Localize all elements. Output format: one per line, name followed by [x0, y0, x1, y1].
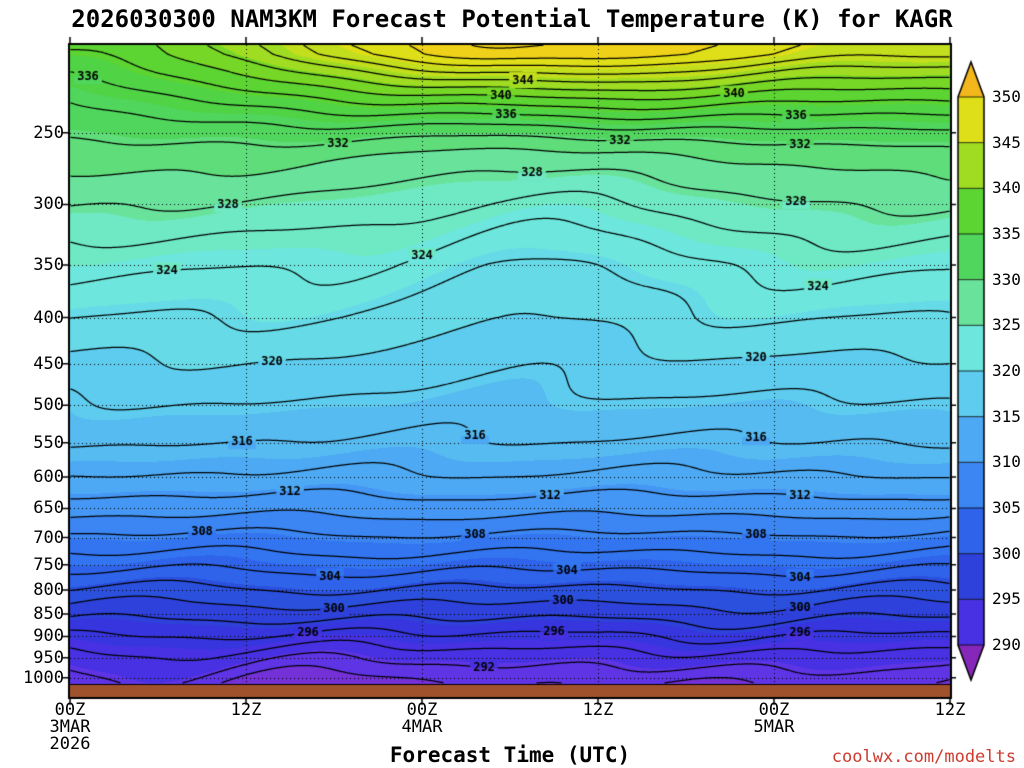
pressure-tick-label: 950 — [33, 647, 64, 668]
pressure-tick-label: 500 — [33, 395, 64, 416]
colorbar-tick-label: 340 — [992, 178, 1021, 198]
colorbar-tick-label: 310 — [992, 452, 1021, 472]
x-axis-title: Forecast Time (UTC) — [389, 743, 631, 767]
colorbar-tick-label: 315 — [992, 406, 1021, 426]
date-label: 5MAR — [753, 717, 795, 737]
colorbar-tick-label: 350 — [992, 87, 1021, 106]
colorbar-tick-label: 335 — [992, 224, 1021, 243]
pressure-tick-label: 650 — [33, 498, 64, 519]
time-tick-label: 12Z — [230, 700, 262, 720]
pressure-tick-label: 400 — [33, 307, 64, 328]
colorbar-tick-label: 345 — [992, 132, 1021, 152]
colorbar-tick-label: 295 — [992, 589, 1021, 609]
time-tick-label: 12Z — [582, 700, 614, 720]
date-label: 2026 — [49, 734, 91, 754]
pressure-tick-label: 350 — [33, 255, 64, 276]
pressure-tick-label: 550 — [33, 432, 64, 453]
pressure-tick-label: 1000 — [23, 667, 64, 688]
pressure-tick-label: 850 — [33, 603, 64, 624]
colorbar-tick-label: 330 — [992, 269, 1021, 289]
date-label: 3MAR — [49, 717, 91, 737]
colorbar-tick-label: 320 — [992, 361, 1021, 380]
pressure-tick-label: 800 — [33, 580, 64, 601]
pressure-tick-label: 900 — [33, 626, 64, 647]
colorbar-tick-label: 305 — [992, 498, 1021, 517]
chart-title: 2026030300 NAM3KM Forecast Potential Tem… — [71, 5, 953, 33]
colorbar-tick-label: 290 — [992, 635, 1021, 654]
pressure-tick-label: 250 — [33, 122, 64, 143]
pressure-tick-label: 750 — [33, 554, 64, 575]
pressure-tick-label: 450 — [33, 353, 64, 374]
date-label: 4MAR — [401, 717, 443, 737]
colorbar-tick-label: 325 — [992, 315, 1021, 335]
time-tick-label: 00Z — [54, 700, 86, 720]
time-tick-label: 12Z — [934, 700, 966, 720]
pressure-tick-label: 700 — [33, 527, 64, 548]
time-tick-label: 00Z — [758, 700, 790, 720]
pressure-tick-label: 300 — [33, 194, 64, 215]
time-tick-label: 00Z — [406, 700, 438, 720]
pressure-tick-label: 600 — [33, 466, 64, 487]
colorbar-tick-label: 300 — [992, 543, 1021, 563]
watermark-link[interactable]: coolwx.com/modelts — [831, 747, 1016, 767]
